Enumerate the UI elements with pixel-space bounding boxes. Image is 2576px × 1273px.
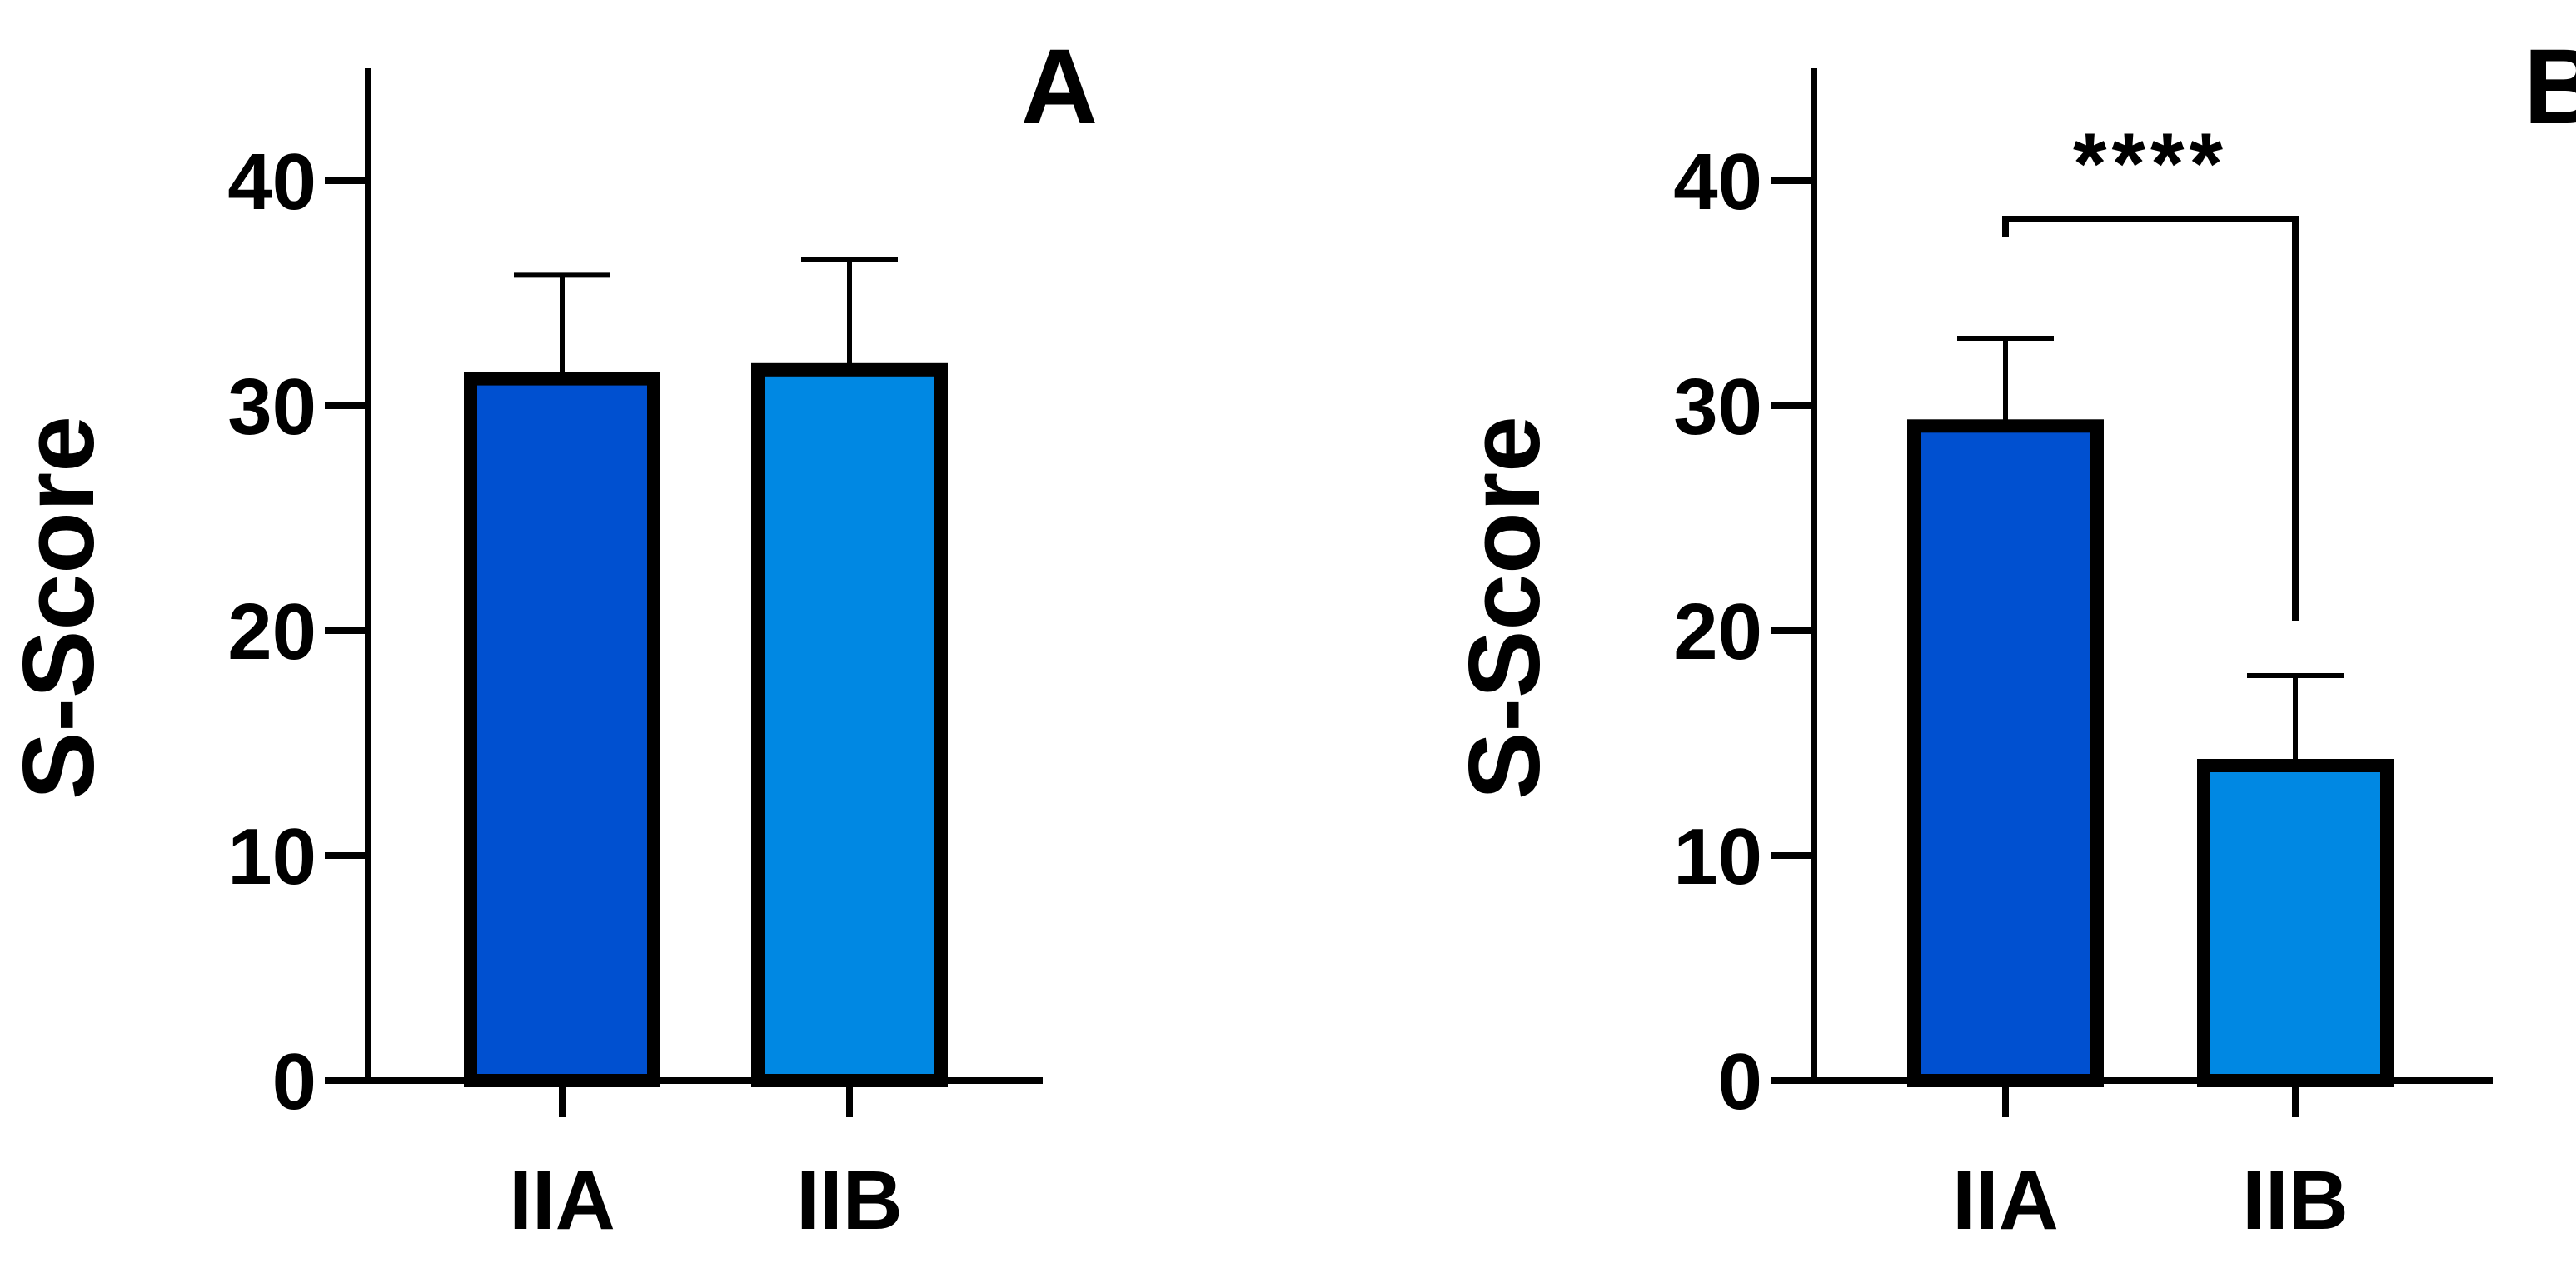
panel-letter: B	[2524, 27, 2576, 147]
y-tick-label: 40	[227, 137, 316, 227]
bar-iib	[2197, 759, 2394, 1087]
y-tick-label: 30	[227, 362, 316, 452]
bar-iia	[1907, 419, 2104, 1087]
x-tick-label: IIB	[2242, 1154, 2349, 1247]
x-tick-label: IIA	[509, 1154, 615, 1247]
y-tick-label: 10	[227, 812, 316, 901]
bar-iib	[751, 362, 948, 1087]
significance-bracket	[2002, 216, 2299, 621]
y-axis-label: S-Score	[1447, 416, 1561, 800]
bar-iia	[464, 372, 660, 1088]
y-tick-label: 10	[1673, 812, 1762, 901]
y-tick-label: 20	[1673, 587, 1762, 676]
y-tick-label: 0	[272, 1037, 316, 1126]
y-tick-label: 30	[1673, 362, 1762, 452]
chart-panel-a: 0 10 20 30 40 S-Score IIA IIB A	[2, 27, 1098, 1247]
y-axis-label: S-Score	[2, 416, 115, 800]
x-tick-label: IIA	[1952, 1154, 2059, 1247]
y-tick-label: 40	[1673, 137, 1762, 227]
y-tick-label: 0	[1718, 1037, 1762, 1126]
y-tick-label: 20	[227, 587, 316, 676]
chart-panel-b: 0 10 20 30 40 S-Score IIA IIB B ****	[1447, 27, 2576, 1247]
panel-letter: A	[1021, 27, 1098, 147]
significance-label: ****	[2073, 116, 2228, 212]
x-tick-label: IIB	[796, 1154, 903, 1247]
